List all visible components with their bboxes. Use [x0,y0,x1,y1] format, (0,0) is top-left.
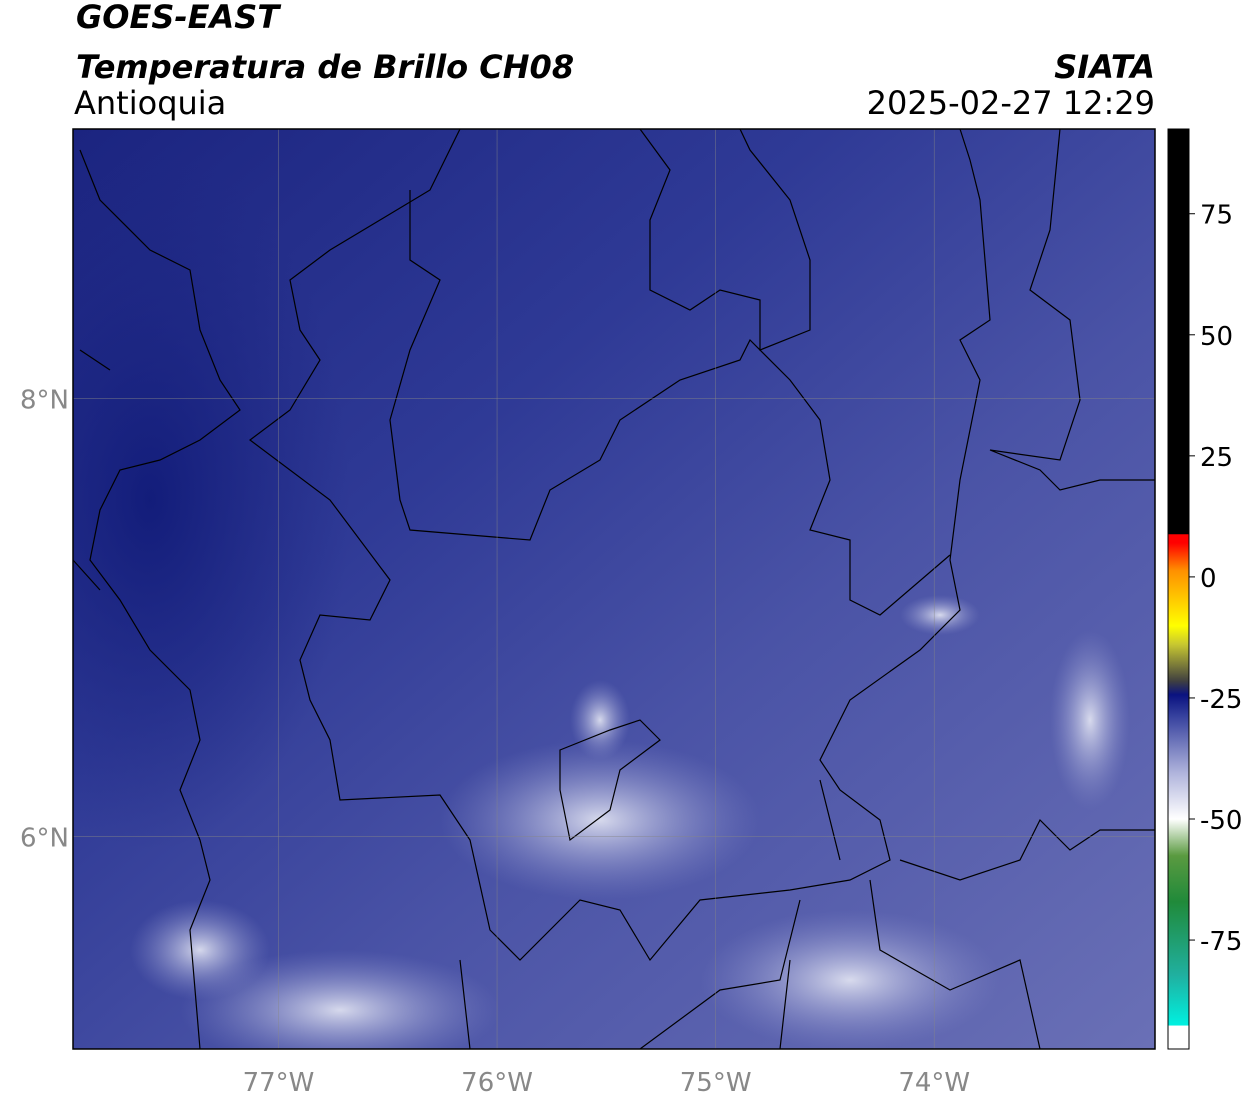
cold-area [73,150,350,850]
source: SIATA [1054,48,1155,86]
colorbar-tick-label: 25 [1200,443,1233,473]
warm-area [440,740,760,900]
warm-area [130,900,270,1000]
colorbar-tick-label: 75 [1200,201,1233,231]
colorbar-tick-label: -75 [1200,927,1242,957]
map-frame [72,128,1156,1050]
datetime: 2025-02-27 12:29 [867,84,1155,122]
borders [73,129,1155,1049]
warm-area [900,595,980,635]
colorbar [1167,128,1190,1050]
y-tick-label: 6°N [20,824,69,854]
warm-area [1050,630,1130,810]
colorbar-tick-label: -50 [1200,806,1242,836]
region: Antioquia [74,84,226,122]
x-tick-label: 77°W [243,1068,315,1098]
colorbar-tick-label: 50 [1200,322,1233,352]
colorbar-tick-label: -25 [1200,685,1242,715]
warm-area [570,680,630,760]
gridlines [73,129,1155,1049]
x-tick-label: 75°W [680,1068,752,1098]
y-tick-label: 8°N [20,385,69,415]
x-tick-label: 74°W [898,1068,970,1098]
title: GOES-EAST [76,0,281,36]
subtitle: Temperatura de Brillo CH08 [76,48,574,86]
warm-area [700,910,1000,1049]
colorbar-tick-label: 0 [1200,564,1217,594]
map-image [73,129,1155,1049]
ticks: 77°W 76°W 75°W 74°W 8°N 6°N 75 50 25 0 -25 -50 -75 [20,201,1242,1098]
x-tick-label: 76°W [461,1068,533,1098]
